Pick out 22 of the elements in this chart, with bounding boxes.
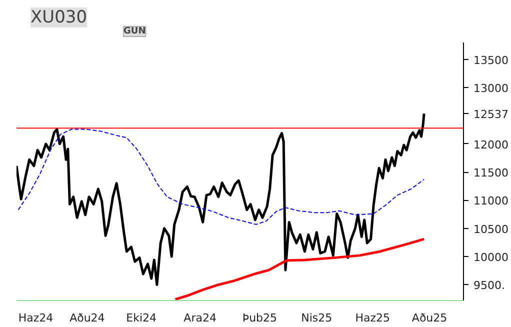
y-tick-label: 12537 [474, 108, 508, 122]
line-series [18, 128, 425, 225]
y-tick-label: 11500 [474, 166, 508, 180]
x-tick-label: Þub25 [242, 312, 278, 324]
x-tick-label: Haz25 [355, 312, 390, 324]
chart-subtitle: GUN [124, 26, 146, 36]
x-tick-label: Haz24 [18, 312, 54, 324]
x-tick-label: Aðu25 [412, 312, 448, 324]
y-tick-label: 9500. [474, 279, 505, 292]
line-series [16, 112, 426, 286]
y-tick-label: 13000 [474, 82, 508, 96]
y-tick-label: 12000 [474, 138, 508, 152]
y-tick-label: 11000 [474, 194, 508, 208]
y-tick-label: 10500 [474, 222, 508, 236]
x-tick-label: Ara24 [184, 312, 216, 324]
x-tick-label: Eki24 [126, 312, 157, 324]
y-tick-label: 10000 [474, 251, 508, 264]
x-tick-label: Nis25 [301, 312, 332, 324]
y-tick-label: 13500 [474, 54, 508, 67]
line-series [174, 238, 426, 300]
chart-title: XU030 [30, 8, 88, 28]
x-tick-label: Aðu24 [70, 312, 105, 324]
